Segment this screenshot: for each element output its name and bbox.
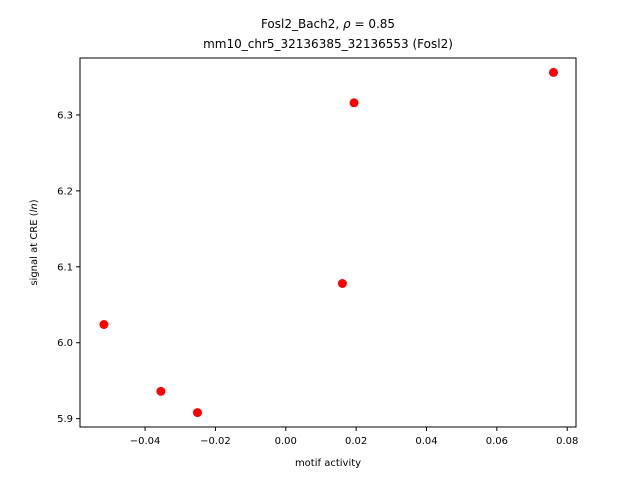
data-point <box>349 98 359 108</box>
plot-area: −0.04 −0.02 0.00 0.02 0.04 0.06 0.08 5.9 6.0 6.1 6… <box>57 67 578 447</box>
chart-title-line2: mm10_chr5_32136385_32136553 (Fosl2) <box>203 37 453 51</box>
data-point <box>337 279 347 288</box>
x-tick-label: 0.02 <box>345 436 367 447</box>
x-tick-label: −0.04 <box>130 436 161 447</box>
y-tick-label: 6.3 <box>57 110 73 121</box>
x-tick-label: 0.06 <box>486 436 508 447</box>
x-tick-label: 0.08 <box>556 436 578 447</box>
chart-title-line1: Fosl2_Bach2, ρ = 0.85 <box>261 17 395 31</box>
x-tick-label: 0.04 <box>415 436 437 447</box>
data-point <box>192 408 202 418</box>
data-point <box>99 320 109 329</box>
y-tick-label: 6.1 <box>57 262 73 273</box>
x-tick-label: −0.02 <box>200 436 231 447</box>
axes-frame <box>79 57 577 428</box>
data-point <box>156 386 166 396</box>
data-point <box>548 67 558 77</box>
y-tick-label: 6.0 <box>57 338 73 349</box>
x-axis-label: motif activity <box>295 458 361 469</box>
y-tick-label: 6.2 <box>57 186 73 197</box>
y-axis-label: signal at CRE (ln) <box>29 199 40 285</box>
y-tick-label: 5.9 <box>57 414 73 425</box>
x-tick-label: 0.00 <box>275 436 297 447</box>
